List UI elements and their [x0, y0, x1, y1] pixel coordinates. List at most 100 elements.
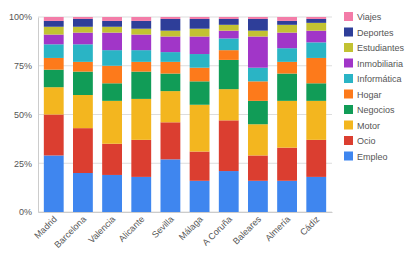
- tick: Baleares: [231, 212, 264, 246]
- bar: [161, 37, 181, 53]
- bar: [306, 17, 326, 19]
- bar: [248, 68, 268, 82]
- bar: [161, 91, 181, 122]
- legend-item: Viajes: [344, 12, 382, 22]
- bar: [73, 173, 93, 212]
- tick: 25%: [14, 159, 38, 169]
- bar: [102, 144, 122, 175]
- bar: [73, 95, 93, 128]
- legend-item: Estudiantes: [344, 43, 405, 53]
- bar: [248, 81, 268, 101]
- bar: [73, 27, 93, 33]
- legend-label: Negocios: [357, 105, 395, 115]
- bar: [277, 74, 297, 101]
- bar: [131, 72, 151, 99]
- legend-swatch: [344, 121, 353, 130]
- bar: [219, 60, 239, 89]
- bar: [73, 62, 93, 72]
- bar: [248, 101, 268, 124]
- bar: [190, 37, 210, 55]
- bar: [277, 48, 297, 62]
- bar: [102, 83, 122, 101]
- bar: [248, 181, 268, 212]
- legend-item: Inmobiliaria: [344, 59, 403, 69]
- bar: [190, 81, 210, 104]
- bar: [306, 58, 326, 83]
- axis-line: [38, 18, 39, 213]
- tick: Almería: [263, 212, 292, 243]
- axis-line: [39, 212, 333, 213]
- bar: [306, 42, 326, 58]
- tick: 50%: [14, 110, 38, 120]
- bar: [131, 50, 151, 62]
- legend-label: Hogar: [357, 90, 382, 100]
- bar: [131, 62, 151, 72]
- bar: [277, 181, 297, 212]
- bar: [44, 21, 64, 27]
- bar: [161, 122, 181, 159]
- bar: [161, 52, 181, 62]
- legend-item: Negocios: [344, 105, 395, 115]
- tick-label: Alicante: [117, 214, 147, 244]
- tick-label: 0%: [19, 207, 32, 217]
- bar: [161, 159, 181, 212]
- bar: [102, 17, 122, 21]
- tick: Cádiz: [298, 212, 322, 237]
- bar: [248, 19, 268, 31]
- bar: [306, 83, 326, 101]
- legend-item: Ocio: [344, 136, 376, 146]
- legend-label: Ocio: [357, 136, 376, 146]
- bar: [73, 33, 93, 45]
- bar: [73, 128, 93, 173]
- bar: [219, 31, 239, 39]
- bar: [277, 148, 297, 181]
- bar: [277, 25, 297, 33]
- bar: [219, 19, 239, 25]
- bar: [277, 101, 297, 148]
- bar: [161, 62, 181, 74]
- bar: [219, 50, 239, 60]
- plot: 0%25%50%75%100%MadridBarcelonaValenciaAl…: [9, 12, 333, 249]
- tick: 75%: [14, 61, 38, 71]
- tick: Valencia: [86, 212, 117, 245]
- bar: [161, 17, 181, 19]
- tick-label: 75%: [14, 61, 32, 71]
- tick: 0%: [19, 207, 38, 217]
- bar: [161, 74, 181, 92]
- tick-label: Málaga: [177, 214, 205, 242]
- bar: [306, 19, 326, 23]
- bar: [102, 33, 122, 51]
- bar: [44, 115, 64, 156]
- y-axis: 0% 25% 50% 75% 100%: [9, 12, 39, 217]
- tick: Madrid: [32, 212, 59, 241]
- series: [44, 60, 326, 124]
- bar: [44, 44, 64, 58]
- tick: 100%: [9, 12, 38, 22]
- bar: [219, 25, 239, 31]
- tick: Málaga: [177, 212, 205, 242]
- legend-label: Informática: [357, 74, 402, 84]
- bar: [131, 17, 151, 21]
- bar: [44, 87, 64, 114]
- legend: ViajesDeportesEstudiantesInmobiliariaInf…: [344, 12, 405, 162]
- series: [44, 31, 326, 68]
- tick: A Coruña: [200, 212, 234, 248]
- bar: [102, 66, 122, 84]
- tick: Alicante: [117, 212, 147, 244]
- bar: [73, 19, 93, 27]
- bar: [161, 31, 181, 37]
- bar: [190, 19, 210, 29]
- bar: [248, 155, 268, 180]
- bar: [44, 17, 64, 21]
- bar: [131, 21, 151, 29]
- bar: [102, 21, 122, 27]
- tick-label: Sevilla: [150, 214, 176, 240]
- bar: [248, 17, 268, 19]
- bar: [44, 155, 64, 212]
- bar: [248, 37, 268, 68]
- tick-label: Madrid: [32, 214, 59, 241]
- bar: [44, 70, 64, 88]
- bar: [131, 99, 151, 140]
- tick: Barcelona: [52, 212, 88, 250]
- tick-label: Baleares: [231, 214, 264, 247]
